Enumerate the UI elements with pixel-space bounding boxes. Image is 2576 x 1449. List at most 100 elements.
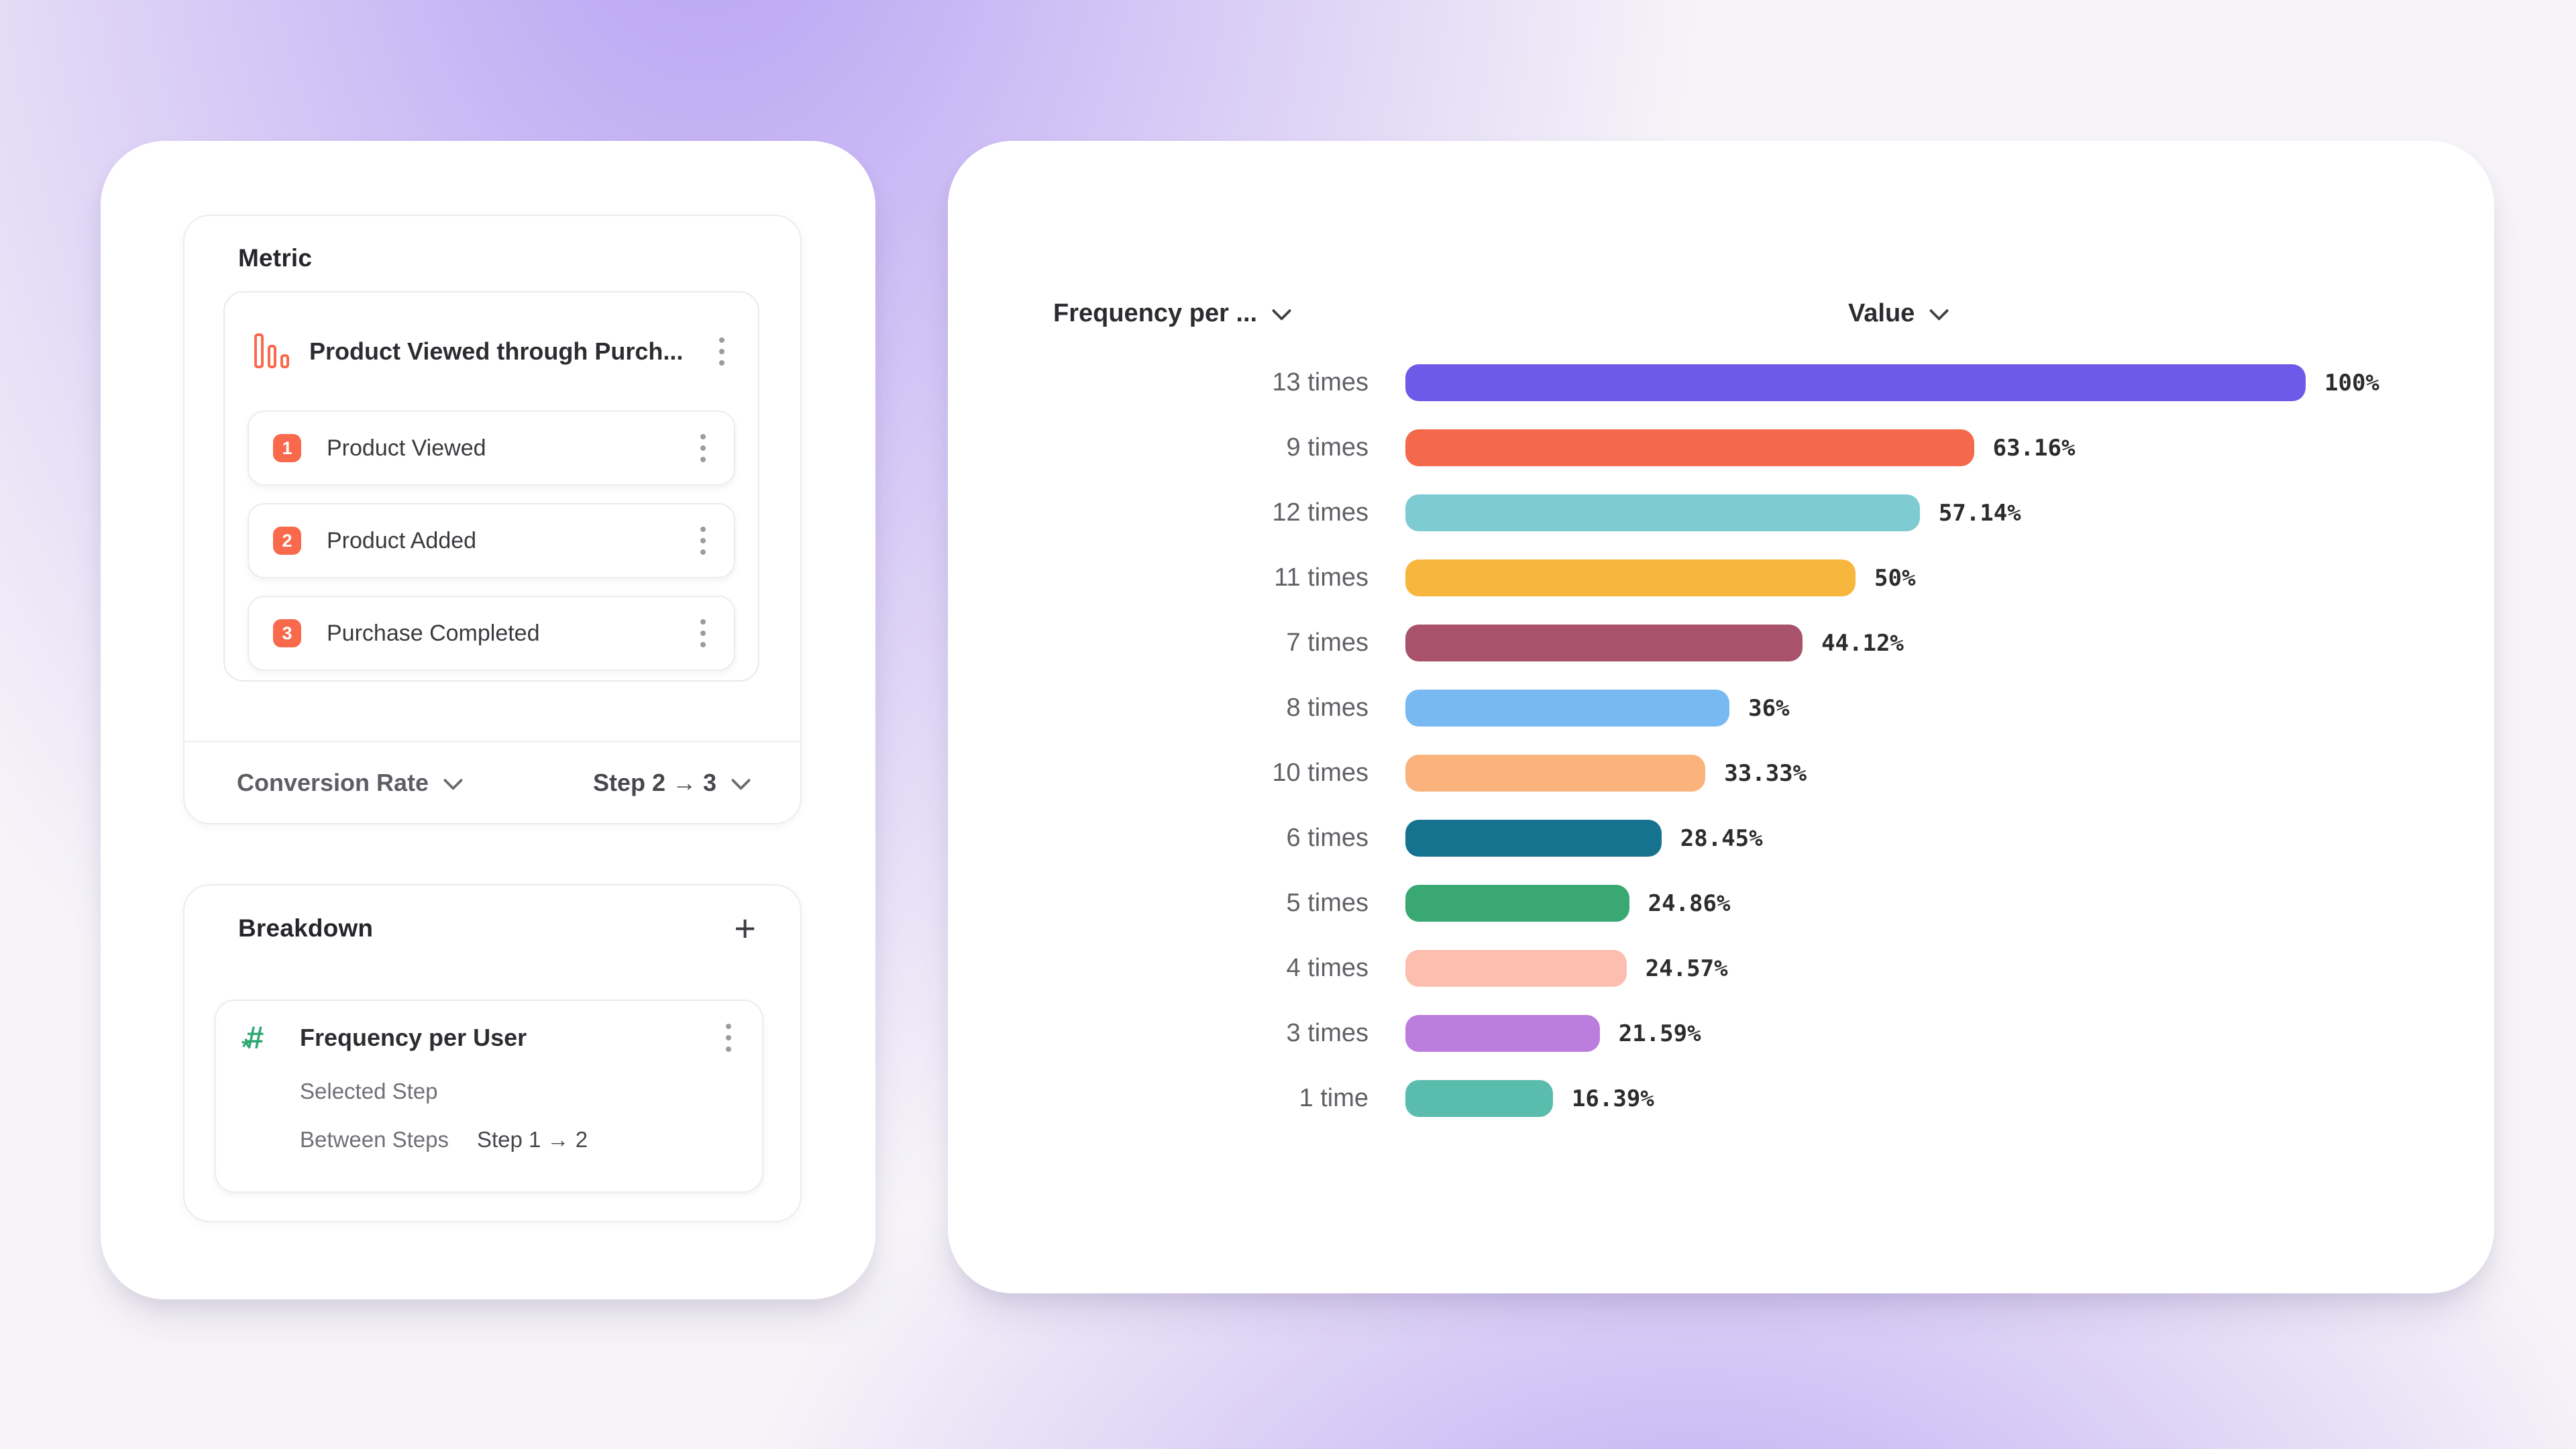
chart-rows: 13 times 100% 9 times 63.16% 12 times 57.14% 1…	[948, 350, 2494, 1131]
hash-icon: # *	[241, 1020, 264, 1061]
chart-row: 8 times 36%	[948, 676, 2494, 741]
selected-step-label: Selected Step	[300, 1079, 438, 1104]
bar-category-label: 1 time	[1299, 1084, 1368, 1112]
bar-category-label: 11 times	[1274, 564, 1368, 592]
value-column-label: Value	[1848, 299, 1915, 327]
bar[interactable]	[1405, 950, 1627, 987]
between-steps-row[interactable]: Between Steps Step 1 → 2	[300, 1127, 735, 1152]
kebab-menu-icon[interactable]	[722, 1020, 735, 1056]
funnel-steps: 1 Product Viewed 2 Product Added 3 Purchase C…	[225, 411, 758, 671]
bar[interactable]	[1405, 559, 1856, 596]
bar-value-label: 63.16%	[1992, 434, 2076, 462]
value-column-dropdown[interactable]: Value	[1848, 299, 1949, 328]
conversion-rate-label: Conversion Rate	[237, 769, 429, 796]
bar-category-label: 3 times	[1286, 1019, 1368, 1047]
bar-value-label: 16.39%	[1571, 1085, 1654, 1112]
chart-row: 3 times 21.59%	[948, 1001, 2494, 1066]
bar[interactable]	[1405, 1080, 1553, 1117]
kebab-menu-icon[interactable]	[696, 523, 710, 559]
conversion-rate-dropdown[interactable]: Conversion Rate	[237, 769, 464, 797]
metric-card: Metric Product Viewed through Purch... 1…	[183, 215, 802, 824]
step-range-dropdown[interactable]: Step 2 → 3	[592, 769, 751, 797]
breakdown-column-label: Frequency per ...	[1053, 299, 1258, 327]
bar-category-label: 9 times	[1286, 433, 1368, 462]
chart-row: 12 times 57.14%	[948, 480, 2494, 545]
chart-row: 1 time 16.39%	[948, 1066, 2494, 1131]
funnel-header[interactable]: Product Viewed through Purch...	[225, 292, 758, 411]
breakdown-header: Breakdown +	[238, 910, 756, 947]
bar[interactable]	[1405, 1015, 1600, 1052]
plus-icon[interactable]: +	[734, 907, 756, 949]
breakdown-item-header: # * Frequency per User	[241, 1020, 735, 1061]
bar-category-label: 12 times	[1272, 498, 1368, 527]
bar[interactable]	[1405, 429, 1974, 466]
chart-column-headers: Frequency per ... Value	[948, 290, 2494, 343]
chart-row: 10 times 33.33%	[948, 741, 2494, 806]
bar-value-label: 21.59%	[1618, 1020, 1701, 1047]
bar-category-label: 7 times	[1286, 629, 1368, 657]
bar-value-label: 36%	[1748, 694, 1790, 722]
bar-category-label: 4 times	[1286, 954, 1368, 982]
step-number-badge: 1	[273, 434, 301, 462]
bar[interactable]	[1405, 690, 1730, 727]
chevron-down-icon	[1271, 301, 1292, 321]
bar-category-label: 13 times	[1272, 368, 1368, 396]
bar-value-label: 33.33%	[1724, 759, 1807, 787]
step-number-badge: 2	[273, 527, 301, 555]
bar-value-label: 57.14%	[1938, 499, 2021, 527]
bar[interactable]	[1405, 494, 1920, 531]
chevron-down-icon	[443, 769, 464, 790]
step-number-badge: 3	[273, 619, 301, 647]
chart-row: 11 times 50%	[948, 545, 2494, 610]
between-steps-label: Between Steps	[300, 1127, 449, 1152]
metric-footer: Conversion Rate Step 2 → 3	[184, 741, 800, 823]
bar[interactable]	[1405, 755, 1706, 792]
kebab-menu-icon[interactable]	[696, 615, 710, 651]
chart-row: 9 times 63.16%	[948, 415, 2494, 480]
funnel-step[interactable]: 3 Purchase Completed	[248, 596, 735, 671]
chart-row: 5 times 24.86%	[948, 871, 2494, 936]
query-builder-panel: Metric Product Viewed through Purch... 1…	[101, 141, 875, 1299]
breakdown-property-name: Frequency per User	[300, 1024, 527, 1051]
bar-value-label: 100%	[2324, 369, 2379, 396]
step-range-label: Step 2 → 3	[592, 769, 716, 796]
chart-row: 7 times 44.12%	[948, 610, 2494, 676]
funnel-definition: Product Viewed through Purch... 1 Product…	[223, 291, 759, 682]
bar-value-label: 50%	[1874, 564, 1916, 592]
chart-row: 13 times 100%	[948, 350, 2494, 415]
bar-category-label: 8 times	[1286, 694, 1368, 722]
bar-category-label: 10 times	[1272, 759, 1368, 787]
chevron-down-icon	[731, 769, 751, 790]
bar-category-label: 5 times	[1286, 889, 1368, 917]
breakdown-item[interactable]: # * Frequency per User Selected Step Betw…	[215, 1000, 763, 1193]
funnel-step[interactable]: 2 Product Added	[248, 503, 735, 578]
bar-value-label: 44.12%	[1821, 629, 1904, 657]
chart-row: 6 times 28.45%	[948, 806, 2494, 871]
bar[interactable]	[1405, 364, 2306, 401]
chart-panel: Frequency per ... Value 13 times 100% 9 ti…	[948, 141, 2494, 1293]
step-label: Product Viewed	[327, 435, 486, 461]
between-steps-value: Step 1 → 2	[476, 1127, 588, 1152]
kebab-menu-icon[interactable]	[715, 333, 729, 370]
breakdown-column-dropdown[interactable]: Frequency per ...	[1053, 299, 1292, 328]
breakdown-card-title: Breakdown	[238, 914, 374, 942]
kebab-menu-icon[interactable]	[696, 430, 710, 466]
chart-row: 4 times 24.57%	[948, 936, 2494, 1001]
breakdown-card: Breakdown + # * Frequency per User Select…	[183, 884, 802, 1222]
bar-value-label: 24.57%	[1645, 955, 1728, 982]
funnel-name: Product Viewed through Purch...	[309, 337, 684, 365]
bar-category-label: 6 times	[1286, 824, 1368, 852]
bar-value-label: 28.45%	[1680, 824, 1763, 852]
bar[interactable]	[1405, 820, 1662, 857]
selected-step-row[interactable]: Selected Step	[300, 1079, 735, 1104]
step-label: Product Added	[327, 527, 477, 553]
funnel-step[interactable]: 1 Product Viewed	[248, 411, 735, 486]
bar-value-label: 24.86%	[1648, 890, 1731, 917]
metric-card-title: Metric	[238, 244, 313, 272]
bar[interactable]	[1405, 885, 1629, 922]
step-label: Purchase Completed	[327, 620, 540, 646]
bar-chart-icon	[254, 333, 290, 368]
bar[interactable]	[1405, 625, 1803, 661]
chevron-down-icon	[1929, 301, 1949, 321]
